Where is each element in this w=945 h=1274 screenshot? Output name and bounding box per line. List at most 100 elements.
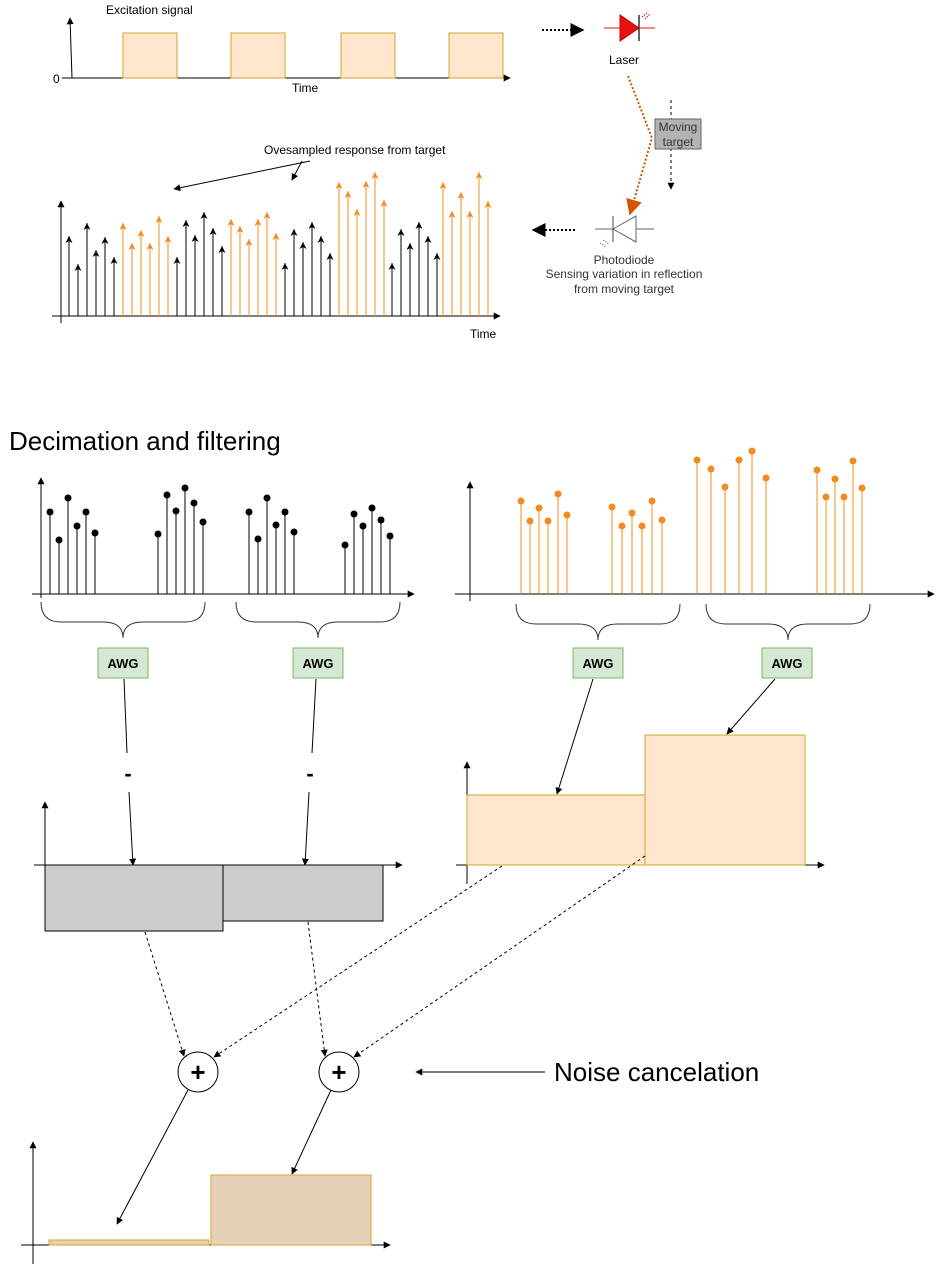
response-stem-head [254, 219, 262, 226]
response-stem-head [83, 223, 91, 230]
orange-lollipop-dot [608, 503, 616, 511]
response-stem-head [439, 182, 447, 189]
black-lollipop-dot [55, 536, 63, 544]
response-stem-head [92, 250, 100, 257]
response-stem-head [484, 201, 492, 208]
black-lollipop-dot [341, 541, 349, 549]
response-stem-head [227, 219, 235, 226]
black-lollipop-dot [281, 508, 289, 516]
oversampled-response-label: Ovesampled response from target [264, 143, 446, 157]
response-stem-head [448, 211, 456, 218]
black-lollipop-dot [46, 508, 54, 516]
orange2-to-sum2-arrow [353, 855, 646, 1058]
result-bar-2 [210, 1174, 372, 1246]
photodiode-label: Photodiode [594, 253, 655, 267]
negative-gray-bar-plot [34, 801, 403, 932]
oversampled-pointer-arrow-2 [291, 160, 303, 181]
response-stem-head [128, 243, 136, 250]
response-stem-head [110, 257, 118, 264]
response-stem-head [101, 237, 109, 244]
awg-box-4: AWG [761, 647, 813, 679]
oversampled-pointer-arrow-1 [173, 160, 311, 192]
response-stem-head [164, 236, 172, 243]
response-stem-head [200, 212, 208, 219]
result-bar-1 [48, 1239, 210, 1246]
response-stem-head [263, 212, 271, 219]
response-stem-head [457, 192, 465, 199]
result-plot [21, 1141, 391, 1264]
group-braces [40, 601, 871, 641]
response-stem-head [424, 236, 432, 243]
time-axis-label-response: Time [470, 327, 497, 341]
gray1-to-sum1-arrow [144, 931, 186, 1057]
sensing-label-line1: Sensing variation in reflection [546, 267, 703, 281]
black-lollipop-dot [386, 532, 394, 540]
moving-target-box: Moving target [654, 118, 702, 150]
response-stem-head [74, 264, 82, 271]
awg-box-3: AWG [572, 647, 624, 679]
laser-beam-path [626, 75, 654, 216]
orange-block-2 [644, 734, 806, 866]
summing-node-2: + [318, 1051, 360, 1093]
black-lollipop-dot [64, 494, 72, 502]
response-stem-head [173, 257, 181, 264]
response-stem-head [65, 236, 73, 243]
orange-lollipop-dot [849, 457, 857, 465]
noise-cancelation-label: Noise cancelation [554, 1057, 759, 1087]
response-stem-head [317, 236, 325, 243]
response-stem-head [119, 223, 127, 230]
minus1-to-bar-arrow [128, 791, 137, 866]
moving-target-label-2: target [663, 135, 694, 149]
black-lollipop-dot [350, 510, 358, 518]
awg4-to-orange-block-arrow [726, 678, 776, 735]
black-lollipop-dot [91, 529, 99, 537]
minus-sign-1: - [124, 761, 131, 786]
awg-label-3: AWG [582, 656, 613, 671]
response-stem-head [209, 228, 217, 235]
oversampled-response-plot [52, 172, 501, 323]
time-axis-label-top: Time [292, 81, 319, 95]
response-stem-head [218, 246, 226, 253]
decimation-title: Decimation and filtering [9, 426, 281, 456]
minus-sign-2: - [306, 761, 313, 786]
decimated-orange-plot [455, 447, 935, 601]
response-stem-head [388, 263, 396, 270]
black-lollipop-dot [290, 528, 298, 536]
response-stem-head [245, 239, 253, 246]
awg-box-1: AWG [97, 647, 149, 679]
black-lollipop-dot [377, 516, 385, 524]
orange-lollipop-dot [707, 465, 715, 473]
black-lollipop-dot [368, 504, 376, 512]
awg2-to-minus-line [311, 678, 317, 754]
orange-block-1 [466, 794, 646, 866]
orange-lollipop-dot [813, 466, 821, 474]
awg-box-2: AWG [292, 647, 344, 679]
orange-lollipop-dot [544, 517, 552, 525]
response-stem-head [290, 229, 298, 236]
orange-lollipop-dot [822, 493, 830, 501]
moving-target-label-1: Moving [659, 120, 698, 134]
response-stem-head [362, 181, 370, 188]
orange-lollipop-dot [526, 517, 534, 525]
minus2-to-bar-arrow [301, 791, 310, 866]
orange-lollipop-dot [618, 522, 626, 530]
response-stem-head [272, 233, 280, 240]
response-stem-head [236, 226, 244, 233]
sensing-label-line2: from moving target [574, 282, 675, 296]
response-stem-head [281, 263, 289, 270]
orange-lollipop-dot [858, 484, 866, 492]
response-stem-head [353, 209, 361, 216]
orange-lollipop-dot [721, 483, 729, 491]
orange-lollipop-dot [628, 509, 636, 517]
sum2-to-result-arrow [291, 1089, 332, 1175]
response-stem-head [308, 222, 316, 229]
response-stem-head [155, 216, 163, 223]
black-lollipop-dot [254, 535, 262, 543]
black-lollipop-dot [172, 507, 180, 515]
laser-label: Laser [609, 53, 639, 67]
orange-lollipop-dot [693, 456, 701, 464]
response-stem-head [344, 191, 352, 198]
black-lollipop-dot [263, 494, 271, 502]
black-lollipop-dot [181, 484, 189, 492]
response-stem-head [371, 172, 379, 179]
